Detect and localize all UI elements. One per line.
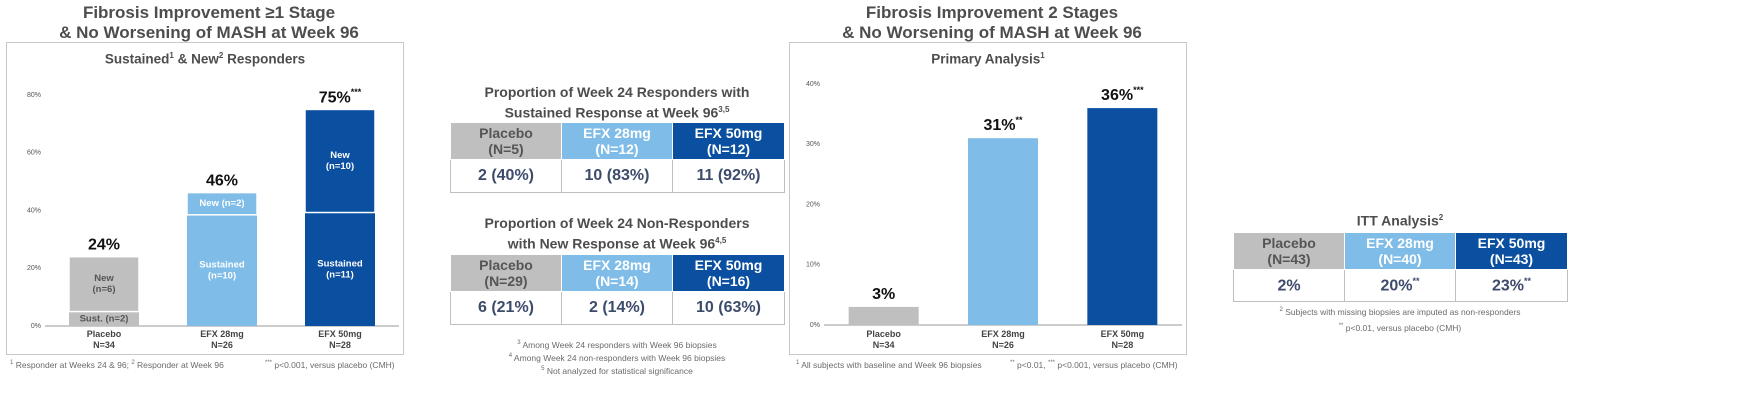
- left-chart-title: Fibrosis Improvement ≥1 Stage & No Worse…: [59, 3, 359, 42]
- table2-title: Proportion of Week 24 Non-Responders wit…: [484, 215, 750, 252]
- bar: [848, 306, 919, 325]
- x-tick-label-line1: N=26: [211, 340, 233, 350]
- y-tick-label: 20%: [27, 265, 41, 272]
- table2-value-placebo: 6 (21%): [450, 291, 562, 325]
- left-significance-footnote: *** p<0.001, versus placebo (CMH): [265, 360, 395, 370]
- responders-table: Placebo (N=5) EFX 28mg (N=12) EFX 50mg (N=1…: [450, 122, 785, 193]
- itt-header-efx28: EFX 28mg (N=40): [1344, 232, 1456, 270]
- segment-label-line1: (n=11): [326, 269, 354, 280]
- bar-value-label: 3%: [872, 286, 895, 303]
- segment-label-line0: Sustained: [317, 258, 363, 269]
- y-tick-label: 80%: [27, 92, 41, 99]
- bar-segment: [69, 311, 139, 326]
- x-tick-label-line0: EFX 28mg: [200, 329, 244, 339]
- itt-header-efx50: EFX 50mg (N=43): [1455, 232, 1568, 270]
- x-tick-label-line0: EFX 50mg: [1101, 329, 1145, 339]
- x-tick-label-line0: EFX 28mg: [981, 329, 1025, 339]
- table2-header-efx28: EFX 28mg (N=14): [561, 254, 673, 292]
- segment-label-line1: (n=10): [208, 270, 236, 281]
- y-tick-label: 40%: [27, 207, 41, 214]
- itt-footnote-significance: ** p<0.01, versus placebo (CMH): [1338, 322, 1462, 333]
- segment-label-line0: New: [330, 150, 350, 161]
- segment-label-line0: Sust. (n=2): [80, 313, 129, 324]
- segment-label-line0: New (n=2): [199, 198, 244, 209]
- left-panel-title: Sustained1 & New2 Responders: [104, 51, 306, 67]
- x-tick-label-line1: N=28: [329, 340, 351, 350]
- right-panel-title: Primary Analysis1: [931, 51, 1045, 67]
- x-tick-label-line1: N=28: [1111, 340, 1133, 350]
- right-footnote: 1 All subjects with baseline and Week 96…: [796, 360, 982, 370]
- table1-header-placebo: Placebo (N=5): [450, 122, 562, 160]
- segment-label-line0: Sustained: [199, 259, 245, 270]
- table2-value-efx50: 10 (63%): [672, 291, 785, 325]
- center-footnote-5: 5 Not analyzed for statistical significa…: [541, 365, 693, 376]
- non-responders-table: Placebo (N=29) EFX 28mg (N=14) EFX 50mg (N=…: [450, 254, 785, 325]
- x-tick-label-line1: N=34: [873, 340, 895, 350]
- segment-label-line1: (n=6): [93, 284, 116, 295]
- bar-segment: [187, 214, 257, 326]
- y-tick-label: 0%: [810, 322, 820, 329]
- center-footnotes: 3 Among Week 24 responders with Week 96 …: [450, 338, 784, 376]
- itt-footnotes: 2 Subjects with missing biopsies are imp…: [1233, 305, 1567, 334]
- itt-title: ITT Analysis2: [1356, 212, 1444, 229]
- itt-value-efx28: 20%**: [1344, 269, 1456, 302]
- table1-title: Proportion of Week 24 Responders with Su…: [484, 84, 750, 121]
- bar-segment: [305, 212, 375, 326]
- total-label: 75%***: [319, 87, 362, 106]
- x-tick-label-line0: EFX 50mg: [318, 329, 362, 339]
- itt-value-placebo: 2%: [1233, 269, 1345, 302]
- segment-label-line0: New: [94, 273, 114, 284]
- y-tick-label: 40%: [806, 81, 820, 88]
- table2-header-efx50: EFX 50mg (N=16): [672, 254, 785, 292]
- x-tick-label-line0: Placebo: [866, 329, 901, 339]
- y-tick-label: 30%: [806, 141, 820, 148]
- y-tick-label: 10%: [806, 262, 820, 269]
- bar-segment: [186, 191, 258, 216]
- bar-value-label: 31%**: [983, 115, 1023, 134]
- table1-value-placebo: 2 (40%): [450, 159, 562, 193]
- right-chart-panel: Primary Analysis1 0% 10% 20% 30% 40% 3% Placeb…: [789, 42, 1187, 355]
- left-footnote: 1 Responder at Weeks 24 & 96; 2 Responde…: [10, 360, 224, 370]
- table2-value-efx28: 2 (14%): [561, 291, 673, 325]
- table1-value-efx50: 11 (92%): [672, 159, 785, 193]
- y-tick-label: 20%: [806, 201, 820, 208]
- bar: [1087, 108, 1158, 325]
- table1-header-efx28: EFX 28mg (N=12): [561, 122, 673, 160]
- x-tick-label-line0: Placebo: [87, 329, 122, 339]
- itt-header-placebo: Placebo (N=43): [1233, 232, 1345, 270]
- itt-table: Placebo (N=43) EFX 28mg (N=40) EFX 50mg (N=…: [1233, 232, 1568, 302]
- x-tick-label-line1: N=26: [992, 340, 1014, 350]
- x-tick-label-line1: N=34: [93, 340, 115, 350]
- y-tick-label: 60%: [27, 150, 41, 157]
- table1-header-efx50: EFX 50mg (N=12): [672, 122, 785, 160]
- y-tick-label: 0%: [31, 323, 41, 330]
- right-chart-title: Fibrosis Improvement 2 Stages & No Worse…: [842, 3, 1142, 42]
- itt-footnote-imputation: 2 Subjects with missing biopsies are imp…: [1279, 306, 1521, 317]
- center-footnote-3: 3 Among Week 24 responders with Week 96 …: [517, 339, 717, 350]
- stacked-bar-chart: 0%20%40%60%80%Sust. (n=2)New(n=6)24%Plac…: [27, 87, 399, 350]
- itt-value-efx50: 23%**: [1455, 269, 1568, 302]
- left-chart-panel: Sustained1 & New2 Responders 0% 20% 40% 60%…: [6, 42, 404, 355]
- bar: [968, 138, 1038, 325]
- right-significance-footnote: ** p<0.01, *** p<0.001, versus placebo (…: [1010, 360, 1178, 370]
- segment-label-line1: (n=10): [326, 161, 354, 172]
- center-footnote-4: 4 Among Week 24 non-responders with Week…: [508, 352, 726, 363]
- bar-segment: [304, 108, 376, 214]
- table1-value-efx28: 10 (83%): [561, 159, 673, 193]
- bar-value-label: 36%***: [1101, 85, 1144, 104]
- total-label: 46%: [206, 173, 238, 190]
- table2-header-placebo: Placebo (N=29): [450, 254, 562, 292]
- bar-segment: [68, 255, 140, 313]
- total-label: 24%: [88, 237, 120, 254]
